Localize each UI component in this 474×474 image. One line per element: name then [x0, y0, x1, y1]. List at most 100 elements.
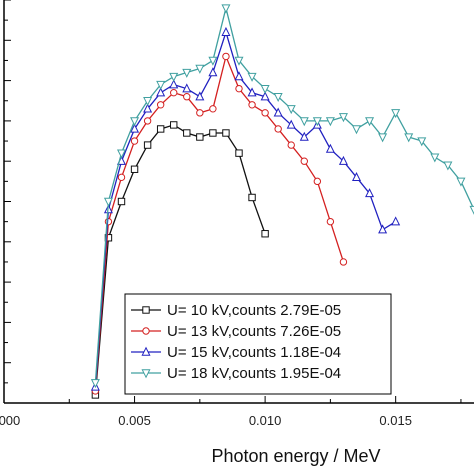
data-point: [325, 143, 335, 153]
data-point: [117, 197, 126, 206]
data-point: [169, 72, 179, 82]
data-point: [351, 125, 362, 135]
data-point: [170, 121, 178, 129]
data-point: [195, 91, 205, 101]
data-point: [430, 153, 440, 163]
legend-marker: [141, 346, 151, 356]
data-point: [235, 84, 243, 93]
data-point: [234, 56, 244, 66]
data-point: [326, 217, 335, 226]
data-point: [404, 133, 414, 143]
legend-marker: [141, 369, 151, 379]
legend-marker: [142, 306, 150, 314]
data-point: [247, 72, 257, 82]
data-point: [469, 205, 474, 215]
legend-label: U= 10 kV,counts 2.79E-05: [167, 302, 341, 319]
data-point: [261, 230, 269, 238]
data-point: [117, 173, 126, 182]
data-point: [222, 129, 230, 137]
data-point: [325, 117, 335, 127]
data-point: [196, 133, 204, 141]
data-point: [143, 103, 153, 113]
data-point: [300, 157, 308, 165]
data-point: [248, 101, 256, 109]
y-ticks: [4, 0, 11, 404]
series-2: [91, 52, 348, 395]
data-point: [169, 79, 179, 89]
data-point: [313, 177, 322, 186]
data-point: [208, 56, 218, 66]
legend: U= 10 kV,counts 2.79E-05 U= 13 kV,counts …: [124, 293, 392, 395]
data-point: [221, 4, 231, 14]
data-point: [182, 83, 192, 93]
x-ticks: 0.000 0.005 0.010 0.015: [0, 396, 462, 428]
data-point: [156, 101, 165, 109]
data-point: [391, 216, 401, 226]
data-point: [208, 67, 218, 77]
data-point: [143, 117, 152, 125]
data-point: [299, 131, 309, 141]
data-point: [221, 26, 231, 36]
data-point: [417, 137, 427, 147]
x-axis-title: Photon energy / MeV: [211, 446, 380, 466]
data-point: [195, 64, 205, 74]
plot-area: 0.000 0.005 0.010 0.015: [0, 0, 474, 428]
data-point: [274, 125, 282, 133]
data-point: [339, 258, 348, 266]
data-point: [299, 117, 309, 127]
data-point: [234, 71, 244, 81]
data-point: [183, 129, 191, 137]
series-4: [90, 4, 474, 389]
data-point: [261, 109, 269, 117]
series-layer: [90, 4, 474, 399]
data-point: [248, 193, 256, 202]
data-point: [196, 109, 204, 117]
data-point: [443, 161, 453, 171]
data-point: [273, 93, 283, 103]
data-point: [182, 68, 192, 78]
data-point: [103, 197, 113, 207]
data-point: [209, 105, 217, 113]
data-point: [287, 141, 295, 149]
data-point: [273, 107, 283, 117]
data-point: [130, 123, 140, 133]
data-point: [286, 119, 296, 129]
legend-label: U= 15 kV,counts 1.18E-04: [167, 344, 341, 361]
data-point: [260, 91, 270, 101]
x-tick-label: 0.000: [0, 413, 20, 428]
x-tick-label: 0.010: [249, 413, 282, 428]
legend-label: U= 13 kV,counts 7.26E-05: [167, 323, 341, 340]
x-tick-label: 0.005: [118, 413, 151, 428]
data-point: [378, 224, 388, 234]
data-point: [143, 97, 153, 107]
data-point: [183, 93, 191, 101]
legend-label: U= 18 kV,counts 1.95E-04: [167, 365, 341, 382]
data-point: [130, 137, 139, 145]
data-point: [90, 379, 100, 389]
data-point: [365, 117, 375, 127]
data-point: [260, 84, 270, 94]
data-point: [156, 87, 166, 97]
legend-box: [124, 293, 392, 395]
data-point: [235, 149, 243, 157]
data-point: [209, 129, 217, 137]
x-tick-label: 0.015: [379, 413, 412, 428]
legend-marker: [142, 327, 150, 335]
data-point: [391, 109, 401, 119]
data-point: [156, 80, 166, 90]
data-point: [130, 165, 139, 173]
data-point: [338, 155, 348, 165]
data-point: [312, 117, 322, 127]
data-point: [143, 141, 152, 149]
data-point: [456, 177, 466, 187]
data-point: [351, 172, 362, 182]
data-point: [116, 149, 127, 159]
data-point: [378, 133, 388, 143]
data-point: [365, 188, 375, 198]
data-point: [170, 88, 178, 97]
data-point: [286, 105, 296, 115]
data-point: [222, 52, 230, 61]
data-point: [130, 117, 140, 127]
data-point: [338, 113, 348, 123]
